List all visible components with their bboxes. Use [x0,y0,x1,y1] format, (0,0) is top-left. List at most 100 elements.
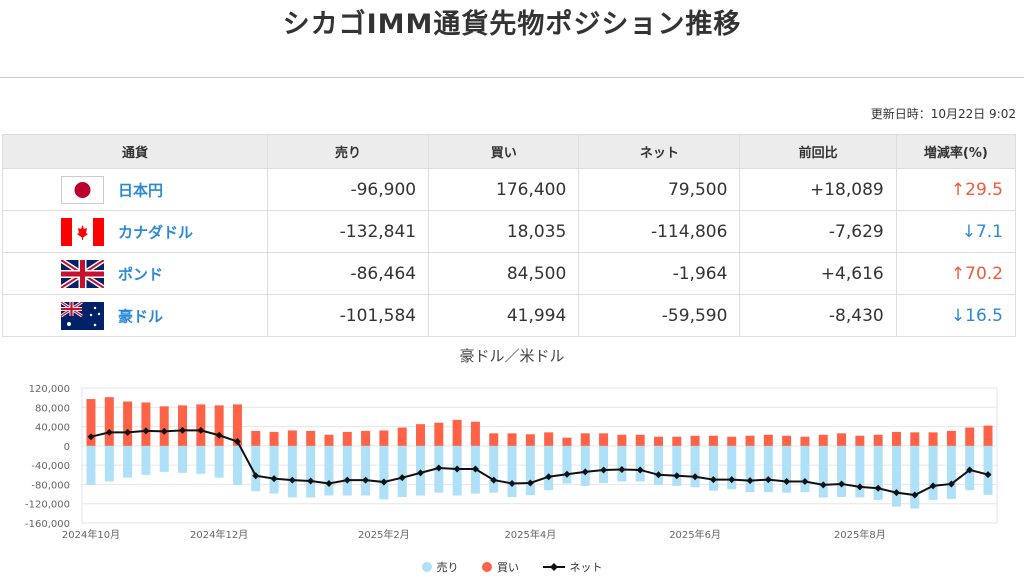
sell-bar [782,445,792,493]
net-point [691,473,699,481]
change-cell: -8,430 [739,294,897,337]
net-point [398,474,406,482]
net-point [856,483,864,491]
arrow-up-icon: ↑ [950,179,966,200]
currency-link[interactable]: 豪ドル [118,307,164,325]
sell-bar [562,445,572,484]
net-point [160,427,168,435]
table-row: 豪ドル -101,584 41,994 -59,590 -8,430 ↓16.5 [2,294,1017,337]
buy-bar [123,401,133,446]
net-point [105,428,113,436]
rate-cell: ↓16.5 [895,294,1017,337]
net-point [838,480,846,488]
sell-bar [525,445,535,496]
chart-legend: 売り 買い ネット [0,559,1024,575]
net-point [545,473,553,481]
buy-bar [653,436,663,446]
net-point [417,469,425,477]
x-tick-label: 2024年12月 [190,528,248,541]
currency-link[interactable]: 日本円 [118,181,164,199]
rate-value: 29.5 [965,179,1003,200]
buy-bar [379,430,389,446]
currency-link[interactable]: ポンド [118,265,164,283]
legend-buy-label: 買い [497,561,519,574]
sell-bar [324,445,334,496]
net-point [471,465,479,473]
net-point [233,438,241,446]
net-point [362,476,370,484]
sell-bar [141,445,151,475]
sell-cell: -96,900 [266,168,430,211]
buy-bar [507,433,517,446]
net-point [142,427,150,435]
header-buy: 買い [428,134,580,169]
sell-bar [196,445,206,474]
net-point [453,465,461,473]
net-point [911,491,919,499]
chart-title: 豪ドル／米ドル [459,347,565,365]
net-point [581,468,589,476]
net-line [90,429,989,497]
sell-bar [928,445,938,500]
arrow-up-icon: ↑ [950,263,966,284]
sell-bar [544,445,554,491]
net-point [307,477,315,485]
buy-bar [580,433,590,446]
net-point [435,464,443,472]
net-point [929,482,937,490]
sell-cell: -132,841 [266,210,430,253]
legend-net-label: ネット [569,561,603,574]
sell-swatch-icon [421,562,432,572]
sell-bar [251,445,261,492]
net-point [636,466,644,474]
sell-bar [397,445,407,497]
sell-bar [617,445,627,482]
arrow-down-icon: ↓ [961,221,976,242]
net-point [380,478,388,486]
buy-bar [306,430,316,446]
currency-cell: カナダドル [2,210,268,253]
sell-bar [727,445,737,490]
sell-bar [635,445,645,482]
sell-bar [123,445,133,478]
buy-bar [946,430,956,446]
net-point [783,478,791,486]
x-tick-label: 2025年8月 [834,528,886,541]
buy-bar [287,430,297,446]
buy-bar [873,434,883,446]
buy-bar [708,435,718,446]
currency-link[interactable]: カナダドル [118,223,194,241]
sell-bar [855,445,865,498]
uk-flag-icon [59,257,106,290]
net-point [746,477,754,485]
legend-sell[interactable]: 売り [421,559,459,575]
net-point [179,426,187,434]
buy-swatch-icon [482,562,492,572]
net-point [526,479,534,487]
header-currency: 通貨 [2,134,268,169]
buy-bar [397,427,407,446]
buy-bar [763,434,773,446]
header-net: ネット [578,134,741,169]
sell-bar [178,445,188,473]
position-table: 通貨 売り 買い ネット 前回比 増減率(%) 日本円 -96,900 176,… [2,134,1017,337]
legend-sell-label: 売り [436,561,459,574]
sell-bar [891,445,901,507]
sell-bar [690,445,700,488]
buy-bar [562,437,572,446]
sell-bar [361,445,371,496]
buy-bar [434,422,444,446]
net-point [984,471,992,479]
legend-net[interactable]: ネット [542,559,603,575]
sell-bar [946,445,956,499]
net-point [892,489,900,497]
net-point [728,476,736,484]
legend-buy[interactable]: 買い [482,559,519,575]
japan-flag-icon [61,175,104,204]
buy-bar [159,406,169,446]
net-point [490,476,498,484]
table-row: ポンド -86,464 84,500 -1,964 +4,616 ↑70.2 [2,252,1017,295]
net-point [270,475,278,483]
sell-bar [672,445,682,486]
buy-bar [196,404,206,446]
